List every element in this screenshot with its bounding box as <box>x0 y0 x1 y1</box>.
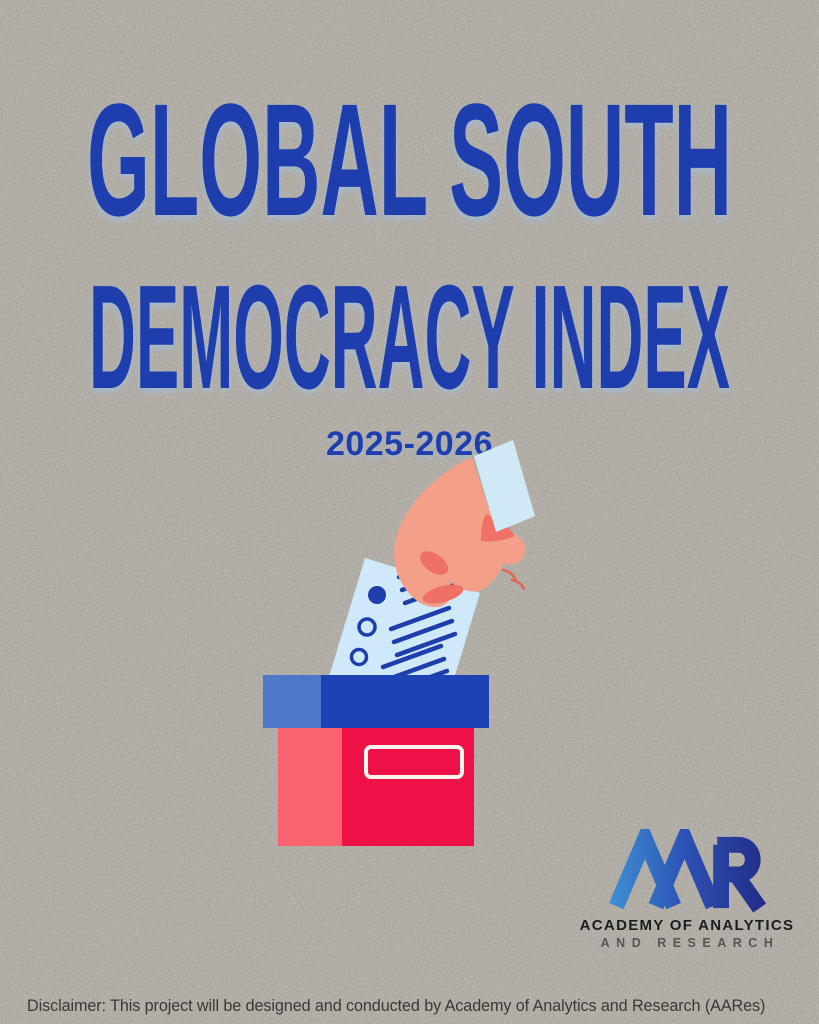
ballot-bullet-filled <box>368 586 386 604</box>
org-subtitle: AND RESEARCH <box>600 936 780 950</box>
title-line-1: GLOBAL SOUTH <box>87 70 732 249</box>
ballot-bullet-outline-2 <box>349 647 369 667</box>
page-title: GLOBAL SOUTH DEMOCRACY INDEX <box>87 70 732 420</box>
edition-years: 2025-2026 <box>325 425 494 463</box>
thumb-shadow <box>419 551 449 575</box>
box-lid-highlight <box>263 675 321 728</box>
box-body-highlight <box>278 728 342 846</box>
sleeve-cuff <box>474 440 535 532</box>
hand <box>394 440 535 608</box>
disclaimer-text: Disclaimer: This project will be designe… <box>27 997 766 1015</box>
logo-block: ACADEMY OF ANALYTICS AND RESEARCH <box>576 829 798 950</box>
hand-silhouette <box>394 457 526 608</box>
fingertip-shadow <box>422 584 464 604</box>
knuckle-creases <box>501 568 526 591</box>
ballot-box <box>263 675 489 846</box>
aar-monogram-icon <box>609 829 767 913</box>
title-line-2: DEMOCRACY INDEX <box>89 255 730 420</box>
box-label-slot <box>364 745 464 779</box>
ballot-bullet-outline-1 <box>357 617 377 637</box>
org-name: ACADEMY OF ANALYTICS <box>579 917 795 934</box>
